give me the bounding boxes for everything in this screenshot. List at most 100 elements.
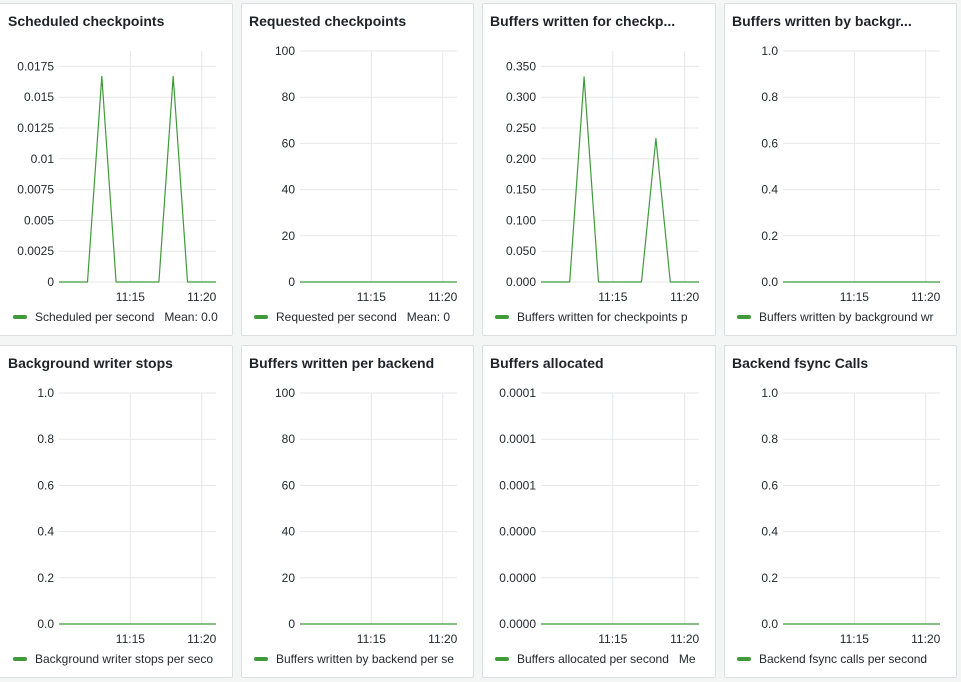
y-tick-label: 0.015: [24, 90, 54, 104]
legend-swatch-icon: [254, 657, 268, 661]
y-tick-label: 0.4: [761, 525, 778, 539]
y-tick-label: 0.0000: [499, 571, 536, 585]
x-tick-label: 11:15: [840, 290, 869, 304]
x-tick-label: 11:20: [670, 632, 699, 646]
y-tick-label: 0.0001: [499, 386, 536, 400]
y-tick-label: 0.050: [506, 244, 536, 258]
legend-swatch-icon: [13, 315, 27, 319]
y-tick-label: 0.250: [506, 121, 536, 135]
y-tick-label: 60: [282, 136, 296, 150]
legend-swatch-icon: [495, 315, 509, 319]
y-tick-label: 20: [282, 571, 296, 585]
y-tick-label: 0: [288, 617, 295, 631]
y-tick-label: 80: [282, 90, 296, 104]
y-tick-label: 0.6: [761, 478, 778, 492]
legend-swatch-icon: [737, 315, 751, 319]
y-tick-label: 20: [282, 229, 296, 243]
legend-swatch-icon: [737, 657, 751, 661]
chart-requested-checkpoints: 100 80 60 40 20 0 11:15 11:20: [275, 44, 458, 304]
y-tick-label: 0.0000: [499, 525, 536, 539]
y-tick-label: 0.350: [506, 59, 536, 73]
x-tick-label: 11:15: [116, 632, 145, 646]
legend[interactable]: Backend fsync calls per second: [737, 652, 952, 666]
x-tick-label: 11:15: [116, 290, 145, 304]
panel-scheduled-checkpoints[interactable]: Scheduled checkpoints 0.0175 0.015 0.0125 0…: [0, 3, 233, 336]
y-tick-label: 40: [282, 183, 296, 197]
legend-label: Buffers written for checkpoints p: [517, 310, 688, 324]
y-tick-label: 0.8: [761, 432, 778, 446]
x-tick-label: 11:20: [428, 290, 457, 304]
y-tick-label: 0.000: [506, 275, 536, 289]
y-tick-label: 0.0000: [499, 617, 536, 631]
chart-buffers-allocated: 0.0001 0.0001 0.0001 0.0000 0.0000 0.0000 11:1…: [499, 386, 699, 646]
legend-mean: Me: [678, 652, 696, 666]
x-tick-label: 11:15: [357, 290, 386, 304]
panel-buffers-allocated[interactable]: Buffers allocated 0.0001 0.0001 0.0001 0.00…: [482, 345, 716, 678]
legend[interactable]: Buffers written by backend per se: [254, 652, 469, 666]
y-tick-label: 0.0: [761, 617, 778, 631]
legend-swatch-icon: [13, 657, 27, 661]
y-tick-label: 0.6: [761, 136, 778, 150]
panel-requested-checkpoints[interactable]: Requested checkpoints 100 80 60 40 20 0 11:15 1…: [241, 3, 474, 336]
chart-buffers-written-background: 1.0 0.8 0.6 0.4 0.2 0.0 11:15 11:20: [761, 44, 940, 304]
legend-mean: Mean: 0: [406, 310, 451, 324]
y-tick-label: 1.0: [761, 44, 778, 58]
y-tick-label: 100: [275, 44, 295, 58]
x-tick-label: 11:20: [911, 632, 940, 646]
y-tick-label: 0.0: [761, 275, 778, 289]
y-tick-label: 0.150: [506, 183, 536, 197]
series-line-0: [59, 75, 216, 283]
panel-buffers-written-checkpoints[interactable]: Buffers written for checkp... 0.350 0.300…: [482, 3, 716, 336]
legend[interactable]: Requested per second Mean: 0: [254, 310, 469, 324]
chart-buffers-written-checkpoints: 0.350 0.300 0.250 0.200 0.150 0.100 0.050 0.000…: [506, 51, 700, 304]
legend-swatch-icon: [495, 657, 509, 661]
legend[interactable]: Buffers allocated per second Me: [495, 652, 711, 666]
y-tick-label: 0.8: [761, 90, 778, 104]
series-line-0: [541, 76, 699, 283]
x-tick-label: 11:20: [428, 632, 457, 646]
legend[interactable]: Buffers written for checkpoints p: [495, 310, 711, 324]
legend[interactable]: Background writer stops per seco: [13, 652, 228, 666]
x-tick-label: 11:15: [840, 632, 869, 646]
y-tick-label: 0.0001: [499, 478, 536, 492]
legend-label: Background writer stops per seco: [35, 652, 214, 666]
y-tick-label: 0.005: [24, 213, 54, 227]
chart-scheduled-checkpoints: 0.0175 0.015 0.0125 0.01 0.0075 0.005 0.0025 0 1…: [17, 51, 217, 304]
legend-label: Buffers written by background wr: [759, 310, 934, 324]
y-tick-label: 0.300: [506, 90, 536, 104]
chart-background-writer-stops: 1.0 0.8 0.6 0.4 0.2 0.0 11:15 11:20: [37, 386, 216, 646]
panel-backend-fsync-calls[interactable]: Backend fsync Calls 1.0 0.8 0.6 0.4 0.2 0.0 11…: [724, 345, 957, 678]
x-tick-label: 11:15: [357, 632, 386, 646]
chart-backend-fsync-calls: 1.0 0.8 0.6 0.4 0.2 0.0 11:15 11:20: [761, 386, 940, 646]
y-tick-label: 60: [282, 478, 296, 492]
panel-buffers-written-background[interactable]: Buffers written by backgr... 1.0 0.8 0.6 0.…: [724, 3, 957, 336]
y-tick-label: 0: [47, 275, 54, 289]
x-tick-label: 11:15: [598, 290, 627, 304]
panel-buffers-written-backend[interactable]: Buffers written per backend 100 80 60 40 20 0…: [241, 345, 474, 678]
legend-label: Scheduled per second: [35, 310, 155, 324]
y-tick-label: 0.0: [37, 617, 54, 631]
y-tick-label: 0.0125: [17, 121, 54, 135]
legend[interactable]: Scheduled per second Mean: 0.0: [13, 310, 228, 324]
panel-background-writer-stops[interactable]: Background writer stops 1.0 0.8 0.6 0.4 0.2 0…: [0, 345, 233, 678]
y-tick-label: 0.200: [506, 152, 536, 166]
legend-label: Buffers written by backend per se: [276, 652, 454, 666]
legend-mean: Mean: 0.0: [164, 310, 218, 324]
y-tick-label: 0.4: [761, 183, 778, 197]
x-tick-label: 11:20: [911, 290, 940, 304]
y-tick-label: 0.4: [37, 525, 54, 539]
legend[interactable]: Buffers written by background wr: [737, 310, 952, 324]
y-tick-label: 1.0: [761, 386, 778, 400]
legend-label: Requested per second: [276, 310, 397, 324]
x-tick-label: 11:20: [187, 632, 216, 646]
y-tick-label: 0.8: [37, 432, 54, 446]
y-tick-label: 0.6: [37, 478, 54, 492]
y-tick-label: 0.100: [506, 213, 536, 227]
y-tick-label: 100: [275, 386, 295, 400]
x-tick-label: 11:15: [598, 632, 627, 646]
x-tick-label: 11:20: [670, 290, 699, 304]
y-tick-label: 0.01: [31, 152, 55, 166]
legend-label: Buffers allocated per second: [517, 652, 669, 666]
y-tick-label: 1.0: [37, 386, 54, 400]
chart-buffers-written-backend: 100 80 60 40 20 0 11:15 11:20: [275, 386, 458, 646]
